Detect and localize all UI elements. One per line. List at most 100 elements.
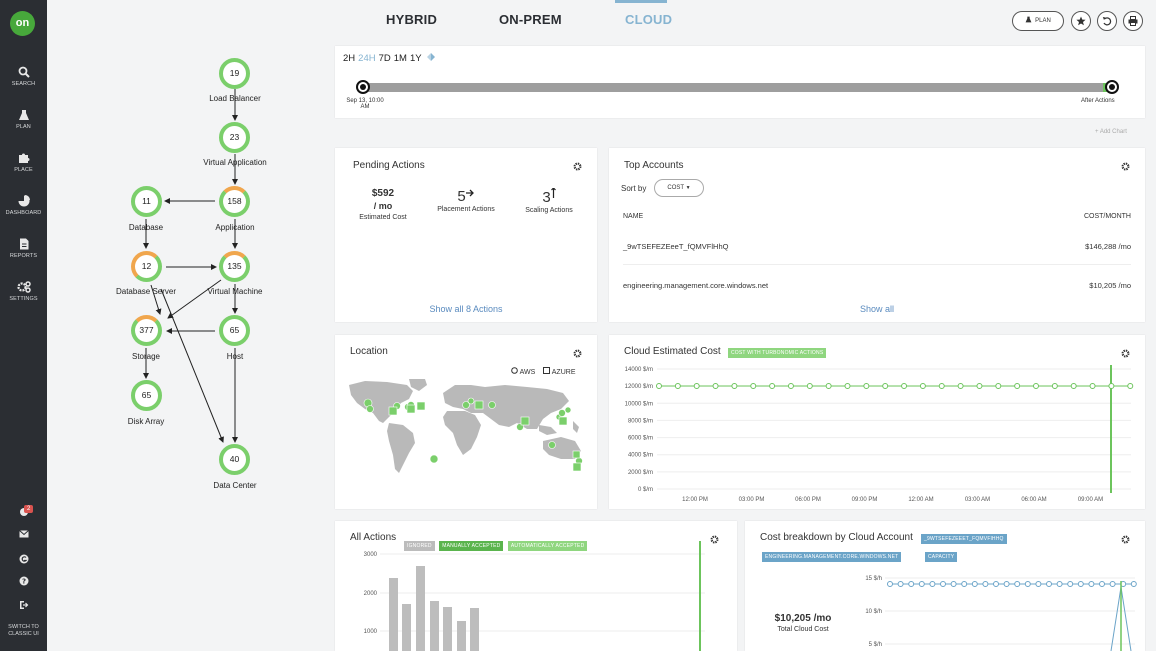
data-point[interactable] — [806, 383, 813, 389]
data-point[interactable] — [940, 581, 946, 587]
topology-node-virtual-machine[interactable]: 135 — [219, 251, 250, 282]
nav-notifications[interactable]: 2 — [0, 505, 47, 517]
data-point[interactable] — [938, 383, 945, 389]
topology-node-disk-array[interactable]: 65 — [131, 380, 162, 411]
topology-node-data-center[interactable]: 40 — [219, 444, 250, 475]
nav-messages[interactable] — [0, 530, 47, 538]
print-button[interactable] — [1123, 11, 1143, 31]
data-point[interactable] — [1033, 383, 1039, 389]
data-point[interactable] — [1067, 581, 1074, 587]
data-point[interactable] — [1077, 581, 1084, 587]
data-point[interactable] — [1024, 581, 1031, 587]
data-point[interactable] — [1089, 383, 1096, 389]
table-row[interactable]: _9wTSEFEZEeeT_fQMVFlHhQ $146,288 /mo — [609, 228, 1145, 264]
data-point[interactable] — [674, 383, 681, 389]
data-point[interactable] — [769, 383, 776, 389]
data-point[interactable] — [1056, 581, 1063, 587]
scaling-actions-block[interactable]: 3 Scaling Actions — [517, 187, 581, 214]
data-point[interactable] — [1014, 383, 1021, 389]
nav-place[interactable]: PLACE — [0, 152, 47, 173]
tag-account-2[interactable]: ENGINEERING.MANAGEMENT.CORE.WINDOWS.NET — [762, 552, 902, 562]
nav-logout[interactable] — [0, 600, 47, 610]
data-point[interactable] — [908, 581, 915, 587]
data-point[interactable] — [1046, 581, 1052, 587]
data-point[interactable] — [887, 581, 893, 587]
switch-classic-ui[interactable]: SWITCH TO CLASSIC UI — [0, 624, 47, 638]
data-point[interactable] — [825, 383, 832, 389]
timeline-end-handle[interactable] — [1105, 80, 1119, 94]
sort-dropdown[interactable]: COST ▼ — [654, 179, 704, 197]
topology-node-virtual-application[interactable]: 23 — [219, 122, 250, 153]
placement-actions-block[interactable]: 5 Placement Actions — [431, 188, 501, 213]
data-point[interactable] — [971, 581, 978, 587]
data-point[interactable] — [995, 383, 1002, 389]
tab-cloud[interactable]: CLOUD — [625, 12, 673, 27]
data-point[interactable] — [693, 383, 700, 389]
nav-settings[interactable]: SETTINGS — [0, 281, 47, 302]
cloud-cost-chart[interactable]: 14000 $/m 12000 $/m 10000 $/m 8000 $/m 6000 … — [609, 335, 1145, 509]
data-point[interactable] — [882, 383, 889, 389]
settings-gear-icon[interactable] — [1121, 349, 1130, 358]
tag-manually-accepted[interactable]: MANUALLY ACCEPTED — [439, 541, 504, 551]
data-point[interactable] — [1070, 383, 1077, 389]
data-point[interactable] — [1108, 383, 1115, 389]
show-all-accounts-link[interactable]: Show all — [859, 304, 895, 314]
nav-account[interactable] — [0, 554, 47, 564]
tag-capacity[interactable]: CAPACITY — [925, 552, 958, 562]
tag-account-1[interactable]: _9WTSEFEZEEET_FQMVFlHHQ — [921, 534, 1007, 544]
data-point[interactable] — [1035, 581, 1042, 587]
range-1m[interactable]: 1M — [393, 53, 407, 64]
range-1y[interactable]: 1Y — [409, 53, 422, 64]
table-row[interactable]: engineering.management.core.windows.net … — [609, 268, 1145, 304]
data-point[interactable] — [1088, 581, 1095, 587]
topology-node-database[interactable]: 11 — [131, 186, 162, 217]
range-arrows-icon[interactable] — [427, 53, 436, 61]
data-point[interactable] — [901, 383, 908, 389]
data-point[interactable] — [787, 383, 794, 389]
data-point[interactable] — [993, 581, 999, 587]
settings-gear-icon[interactable] — [1121, 535, 1130, 544]
range-7d[interactable]: 7D — [378, 53, 391, 64]
data-point[interactable] — [750, 383, 757, 389]
settings-gear-icon[interactable] — [573, 162, 582, 171]
topology-node-application[interactable]: 158 — [219, 186, 250, 217]
topology-node-host[interactable]: 65 — [219, 315, 250, 346]
data-point[interactable] — [918, 581, 925, 587]
range-2h[interactable]: 2H — [343, 53, 356, 64]
world-map[interactable] — [347, 379, 592, 479]
topology-node-storage[interactable]: 377 — [131, 315, 162, 346]
topology-node-database-server[interactable]: 12 — [131, 251, 162, 282]
data-point[interactable] — [982, 581, 989, 587]
settings-gear-icon[interactable] — [710, 535, 719, 544]
data-point[interactable] — [976, 383, 983, 389]
plan-button[interactable]: PLAN — [1012, 11, 1064, 31]
data-point[interactable] — [1003, 581, 1010, 587]
tag-ignored[interactable]: IGNORED — [404, 541, 435, 551]
data-point[interactable] — [712, 383, 719, 389]
timeline-start-handle[interactable] — [356, 80, 370, 94]
tag-automatically-accepted[interactable]: AUTOMATICALLY ACCEPTED — [507, 541, 588, 551]
nav-reports[interactable]: REPORTS — [0, 238, 47, 259]
nav-search[interactable]: SEARCH — [0, 66, 47, 87]
refresh-button[interactable] — [1097, 11, 1117, 31]
data-point[interactable] — [844, 383, 851, 389]
nav-dashboard[interactable]: DASHBOARD — [0, 195, 47, 216]
data-point[interactable] — [929, 581, 936, 587]
nav-plan[interactable]: PLAN — [0, 109, 47, 130]
data-point[interactable] — [1014, 581, 1021, 587]
favorite-button[interactable] — [1071, 11, 1091, 31]
data-point[interactable] — [961, 581, 968, 587]
data-point[interactable] — [731, 383, 738, 389]
data-point[interactable] — [1127, 383, 1134, 389]
data-point[interactable] — [957, 383, 964, 389]
tab-hybrid[interactable]: HYBRID — [386, 12, 438, 27]
data-point[interactable] — [919, 383, 926, 389]
all-actions-chart[interactable]: 3000 2000 1000 — [335, 521, 737, 651]
turbonomic-logo[interactable]: on — [10, 11, 35, 36]
range-24h[interactable]: 24H — [358, 53, 376, 64]
topology-node-load-balancer[interactable]: 19 — [219, 58, 250, 89]
data-point[interactable] — [863, 383, 870, 389]
data-point[interactable] — [1130, 581, 1137, 587]
data-point[interactable] — [656, 383, 662, 389]
nav-help[interactable]: ? — [0, 576, 47, 586]
